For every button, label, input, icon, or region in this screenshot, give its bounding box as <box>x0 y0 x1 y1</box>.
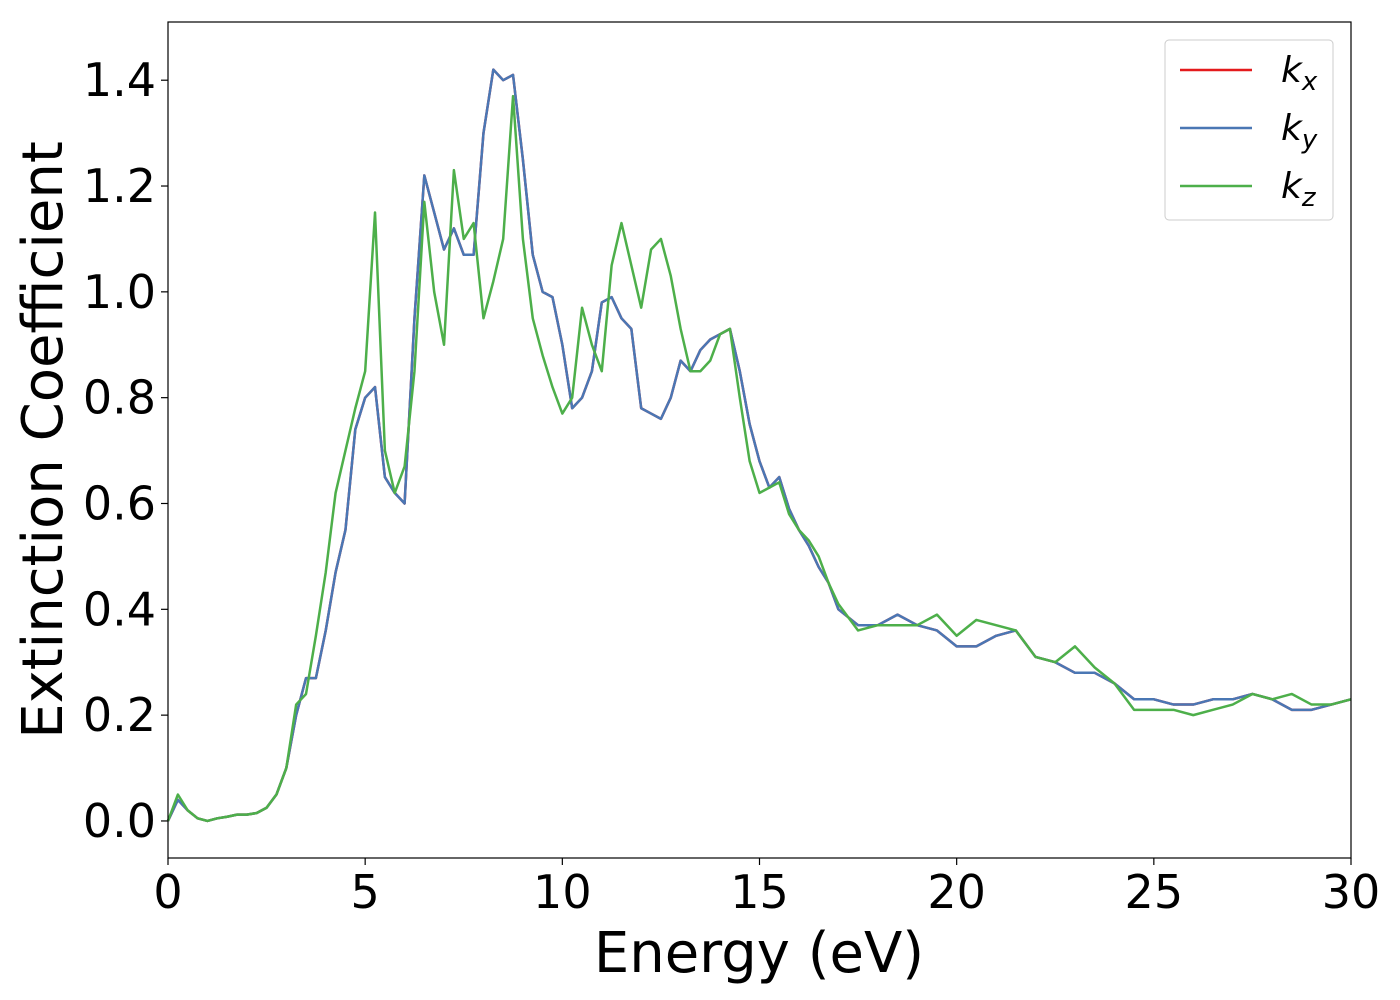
y-tick-label: 1.0 <box>83 265 156 319</box>
series-line <box>166 94 1352 823</box>
x-tick-label: 25 <box>1125 865 1184 919</box>
y-tick-label: 0.6 <box>83 476 156 530</box>
x-tick-label: 0 <box>153 865 182 919</box>
x-tick-label: 5 <box>351 865 380 919</box>
x-tick-label: 20 <box>927 865 986 919</box>
plot-frame <box>167 21 1352 859</box>
y-tick-label: 0.0 <box>83 794 156 848</box>
y-tick-label: 0.4 <box>83 582 156 636</box>
y-tick-label: 1.2 <box>83 159 156 213</box>
x-axis-label: Energy (eV) <box>594 921 924 986</box>
x-tick-label: 30 <box>1322 865 1381 919</box>
legend-label: kx <box>1281 50 1318 97</box>
y-axis-label: Extinction Coefficient <box>11 141 76 739</box>
x-tick-label: 15 <box>730 865 789 919</box>
y-tick-label: 1.4 <box>83 53 156 107</box>
y-tick-label: 0.2 <box>83 688 156 742</box>
y-tick-label: 0.8 <box>83 371 156 425</box>
legend-label: kz <box>1281 166 1317 213</box>
x-tick-label: 10 <box>533 865 592 919</box>
legend-box <box>1164 39 1334 221</box>
legend-label: ky <box>1281 108 1318 155</box>
